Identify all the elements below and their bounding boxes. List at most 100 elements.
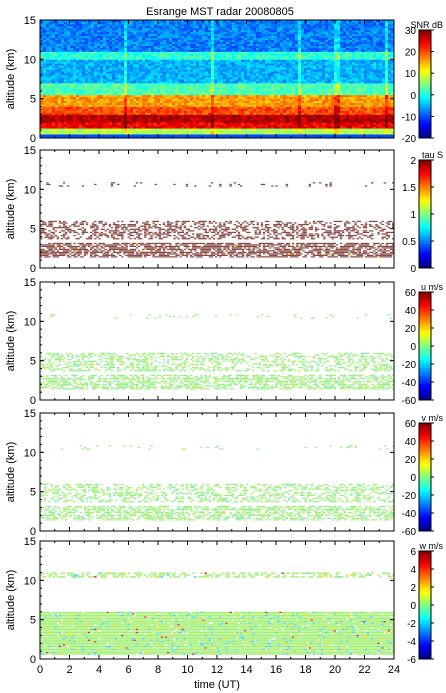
snr-cell <box>148 86 152 90</box>
snr-cell <box>88 132 92 135</box>
snr-cell <box>157 20 161 23</box>
snr-cell <box>82 122 86 125</box>
snr-cell <box>142 124 146 127</box>
snr-cell <box>199 45 203 48</box>
snr-cell <box>187 69 191 72</box>
snr-cell <box>112 120 116 123</box>
snr-cell <box>193 82 197 86</box>
snr-cell <box>223 134 227 137</box>
snr-cell <box>187 100 191 103</box>
snr-cell <box>67 21 71 25</box>
snr-cell <box>136 84 140 88</box>
snr-cell <box>226 102 230 105</box>
snr-cell <box>142 57 146 60</box>
snr-cell <box>91 37 95 41</box>
snr-cell <box>88 65 92 68</box>
snr-cell <box>109 29 113 33</box>
snr-cell <box>130 63 134 66</box>
snr-cell <box>67 39 71 43</box>
snr-cell <box>235 69 239 72</box>
snr-cell <box>82 35 86 39</box>
snr-cell <box>172 57 176 60</box>
snr-cell <box>64 118 68 121</box>
snr-cell <box>223 69 227 72</box>
snr-cell <box>214 84 218 88</box>
snr-cell <box>136 102 140 105</box>
snr-cell <box>151 47 155 50</box>
snr-cell <box>223 31 227 35</box>
snr-cell <box>169 67 173 70</box>
snr-cell <box>205 49 209 52</box>
snr-cell <box>205 118 209 121</box>
snr-cell <box>118 112 122 115</box>
snr-cell <box>238 45 242 48</box>
snr-cell <box>169 112 173 115</box>
snr-cell <box>40 25 44 29</box>
snr-cell <box>214 35 218 39</box>
snr-cell <box>145 41 149 44</box>
snr-cell <box>97 63 101 66</box>
snr-cell <box>184 51 188 54</box>
snr-cell <box>226 126 230 129</box>
snr-cell <box>178 124 182 127</box>
snr-cell <box>229 118 233 121</box>
snr-cell <box>106 94 110 98</box>
snr-cell <box>61 35 65 39</box>
snr-cell <box>241 102 245 105</box>
snr-cell <box>139 104 143 107</box>
snr-cell <box>121 67 125 70</box>
snr-cell <box>115 23 119 27</box>
snr-cell <box>214 21 218 25</box>
snr-cell <box>67 108 71 111</box>
snr-cell <box>109 57 113 60</box>
snr-cell <box>103 47 107 50</box>
snr-cell <box>214 31 218 35</box>
snr-cell <box>196 37 200 41</box>
snr-cell <box>196 71 200 74</box>
snr-cell <box>223 82 227 86</box>
snr-cell <box>223 47 227 50</box>
snr-cell <box>169 98 173 102</box>
snr-cell <box>151 41 155 44</box>
snr-cell <box>121 120 125 123</box>
snr-cell <box>139 20 143 23</box>
snr-cell <box>121 27 125 31</box>
snr-cell <box>229 94 233 98</box>
snr-cell <box>73 90 77 94</box>
snr-cell <box>223 136 227 139</box>
snr-cell <box>214 96 218 100</box>
snr-cell <box>91 80 95 84</box>
snr-cell <box>94 106 98 109</box>
snr-cell <box>85 112 89 115</box>
snr-cell <box>214 23 218 27</box>
snr-cell <box>193 65 197 68</box>
snr-cell <box>55 39 59 43</box>
snr-cell <box>73 55 77 58</box>
snr-cell <box>187 124 191 127</box>
snr-cell <box>175 43 179 46</box>
snr-cell <box>130 65 134 68</box>
snr-cell <box>133 51 137 54</box>
snr-cell <box>190 96 194 100</box>
snr-cell <box>70 45 74 48</box>
snr-cell <box>124 47 128 50</box>
snr-cell <box>127 86 131 90</box>
snr-cell <box>118 33 122 37</box>
snr-cell <box>142 65 146 68</box>
snr-cell <box>220 120 224 123</box>
snr-cell <box>214 86 218 90</box>
snr-cell <box>85 92 89 96</box>
snr-cell <box>40 33 44 37</box>
snr-cell <box>73 130 77 133</box>
snr-cell <box>151 88 155 92</box>
snr-cell <box>115 108 119 111</box>
snr-cell <box>145 124 149 127</box>
snr-cell <box>208 122 212 125</box>
snr-cell <box>109 31 113 35</box>
snr-cell <box>226 104 230 107</box>
snr-cell <box>82 29 86 33</box>
snr-cell <box>133 45 137 48</box>
snr-cell <box>91 33 95 37</box>
snr-cell <box>73 20 77 23</box>
snr-cell <box>85 25 89 29</box>
